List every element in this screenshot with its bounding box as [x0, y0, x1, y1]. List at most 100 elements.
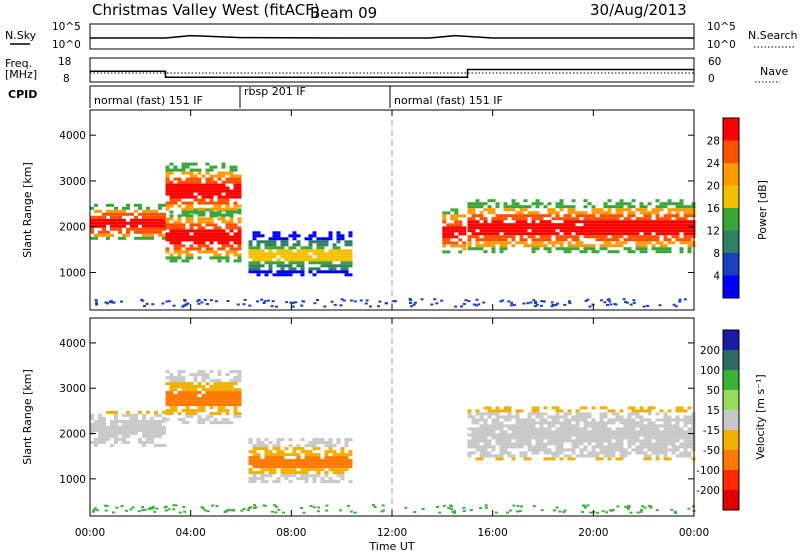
- scatter-cell: [348, 252, 353, 256]
- scatter-cell: [217, 382, 222, 386]
- scatter-cell: [663, 418, 668, 422]
- y-tick-label: 4000: [59, 130, 86, 142]
- scatter-cell: [336, 237, 341, 241]
- scatter-cell: [611, 223, 616, 227]
- scatter-cell: [300, 447, 305, 451]
- scatter-cell: [499, 226, 504, 230]
- scatter-cell: [627, 421, 632, 425]
- scatter-cell: [523, 217, 528, 221]
- scatter-cell: [442, 244, 447, 248]
- scatter-cell: [272, 240, 277, 244]
- scatter-cell: [659, 442, 664, 446]
- scatter-cell: [663, 217, 668, 221]
- scatter-cell: [237, 388, 242, 392]
- y-tick-label: 2000: [59, 222, 86, 234]
- scatter-cell: [189, 162, 194, 166]
- scatter-cell: [659, 445, 664, 449]
- scatter-cell: [264, 261, 269, 265]
- scatter-cell: [487, 445, 492, 449]
- scatter-cell: [256, 447, 261, 451]
- scatter-cell: [233, 403, 238, 407]
- scatter-cell: [547, 220, 552, 224]
- scatter-cell: [240, 509, 244, 512]
- scatter-cell: [555, 226, 560, 230]
- scatter-cell: [154, 212, 158, 216]
- scatter-cell: [150, 422, 154, 426]
- scatter-cell: [663, 247, 668, 251]
- scatter-cell: [559, 208, 564, 212]
- scatter-cell: [603, 232, 608, 236]
- scatter-cell: [256, 477, 261, 481]
- scatter-cell: [162, 224, 166, 228]
- scatter-cell: [260, 255, 265, 259]
- scatter-cell: [579, 451, 584, 455]
- scatter-cell: [165, 412, 170, 416]
- scatter-cell: [229, 171, 234, 175]
- scatter-cell: [111, 511, 115, 514]
- scatter-cell: [655, 436, 660, 440]
- scatter-cell: [647, 448, 652, 452]
- scatter-cell: [559, 244, 564, 248]
- scatter-cell: [507, 445, 512, 449]
- scatter-cell: [292, 258, 297, 262]
- scatter-cell: [237, 394, 242, 398]
- scatter-cell: [142, 215, 146, 219]
- scatter-cell: [165, 171, 170, 175]
- scatter-cell: [173, 406, 178, 410]
- scatter-cell: [571, 424, 576, 428]
- scatter-cell: [177, 397, 182, 401]
- scatter-cell: [348, 462, 353, 466]
- scatter-cell: [102, 215, 106, 219]
- scatter-cell: [647, 457, 652, 461]
- scatter-cell: [507, 214, 512, 218]
- scatter-cell: [519, 217, 524, 221]
- scatter-cell: [142, 218, 146, 222]
- scatter-cell: [142, 233, 146, 237]
- scatter-cell: [110, 431, 114, 435]
- scatter-cell: [519, 427, 524, 431]
- scatter-cell: [607, 436, 612, 440]
- scatter-cell: [213, 385, 218, 389]
- scatter-cell: [683, 241, 688, 245]
- scatter-cell: [158, 422, 162, 426]
- scatter-cell: [615, 202, 620, 206]
- scatter-cell: [579, 226, 584, 230]
- scatter-cell: [503, 235, 508, 239]
- scatter-cell: [635, 220, 640, 224]
- scatter-cell: [503, 223, 508, 227]
- scatter-cell: [639, 226, 644, 230]
- scatter-cell: [667, 430, 672, 434]
- scatter-cell: [173, 232, 178, 236]
- scatter-cell: [189, 168, 194, 172]
- scatter-cell: [169, 253, 174, 257]
- scatter-cell: [221, 397, 226, 401]
- scatter-cell: [233, 379, 238, 383]
- scatter-cell: [94, 425, 98, 429]
- scatter-cell: [651, 427, 656, 431]
- scatter-cell: [671, 424, 676, 428]
- scatter-cell: [559, 439, 564, 443]
- scatter-cell: [320, 468, 325, 472]
- scatter-cell: [647, 214, 652, 218]
- scatter-cell: [181, 400, 186, 404]
- scatter-cell: [551, 421, 556, 425]
- scatter-cell: [213, 400, 218, 404]
- scatter-cell: [611, 238, 616, 242]
- scatter-cell: [201, 409, 206, 413]
- scatter-cell: [146, 425, 150, 429]
- scatter-cell: [185, 165, 190, 169]
- scatter-cell: [193, 180, 198, 184]
- scatter-cell: [288, 234, 293, 238]
- scatter-cell: [205, 400, 210, 404]
- scatter-cell: [209, 177, 214, 181]
- scatter-cell: [563, 232, 568, 236]
- scatter-cell: [663, 238, 668, 242]
- scatter-cell: [579, 430, 584, 434]
- scatter-cell: [523, 238, 528, 242]
- scatter-cell: [687, 442, 692, 446]
- scatter-cell: [165, 189, 170, 193]
- scatter-cell: [185, 259, 190, 263]
- scatter-cell: [587, 436, 592, 440]
- scatter-cell: [193, 400, 198, 404]
- scatter-cell: [280, 267, 285, 271]
